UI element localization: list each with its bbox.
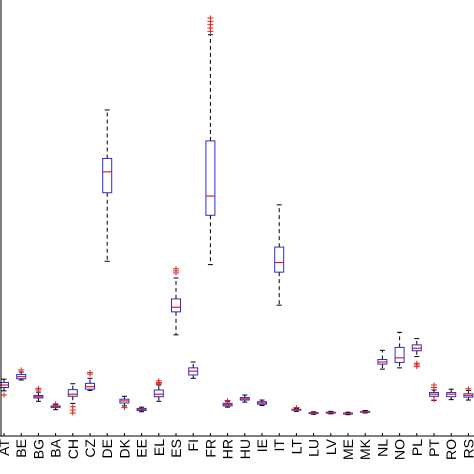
x-tick-label: EL (151, 439, 167, 456)
box-rs (463, 386, 474, 401)
box-cz (85, 369, 95, 391)
box-lu (308, 411, 319, 415)
box-ba (50, 401, 61, 411)
outlier-marker (87, 369, 93, 375)
box-iqr (274, 246, 285, 273)
x-tick-label: RO (443, 439, 459, 460)
x-tick-label: LV (323, 438, 339, 455)
boxes-layer (0, 15, 474, 416)
box-no (394, 331, 405, 369)
outlier-marker (69, 404, 76, 410)
box-de (102, 109, 113, 262)
box-iqr (67, 389, 78, 397)
outlier-marker (52, 401, 59, 407)
x-tick-label: BE (13, 439, 29, 458)
outlier-marker (224, 397, 231, 403)
box-hr (222, 397, 233, 408)
box-iqr (205, 140, 216, 216)
x-tick-label: HU (237, 439, 253, 459)
box-bg (33, 385, 44, 402)
box-be (16, 367, 27, 381)
box-at (0, 378, 9, 398)
x-tick-label: FR (202, 439, 218, 458)
tick-labels-layer: AT BE BG BA CH CZ DE DK EE EL ES FI FR HR HU IE IT LT LU LV… (0, 433, 474, 460)
x-tick-label: PT (426, 439, 442, 457)
x-tick-label: IE (254, 439, 270, 452)
box-pl (411, 338, 422, 370)
box-es (171, 266, 181, 336)
x-tick-label: HR (220, 439, 236, 459)
box-iqr (171, 298, 181, 313)
box-dk (119, 395, 130, 411)
box-pt (429, 382, 439, 403)
box-ch (67, 383, 78, 416)
x-tick-label: BA (48, 438, 64, 457)
x-tick-label: DE (99, 439, 115, 458)
outlier-marker (207, 15, 214, 21)
outlier-marker (431, 397, 437, 403)
outlier-marker (1, 392, 7, 398)
outlier-marker (293, 405, 300, 411)
box-it (274, 204, 285, 306)
x-tick-label: DK (116, 438, 132, 458)
x-tick-label: BG (30, 439, 46, 459)
box-el (153, 378, 164, 402)
axes-layer (0, 0, 474, 437)
x-tick-label: FI (185, 439, 201, 451)
outlier-marker (173, 266, 179, 272)
x-tick-label: NO (392, 439, 408, 460)
box-iqr (102, 157, 113, 194)
x-tick-label: PL (409, 439, 425, 456)
box-me (343, 411, 353, 416)
box-lv (325, 410, 336, 415)
x-tick-label: NL (374, 439, 390, 457)
outlier-marker (155, 378, 162, 384)
box-nl (377, 349, 388, 370)
x-tick-label: IT (271, 439, 287, 452)
box-ro (446, 388, 457, 401)
outlier-marker (431, 382, 437, 388)
x-tick-label: CZ (82, 439, 98, 458)
box-ie (257, 399, 267, 406)
box-lt (291, 405, 302, 412)
x-tick-label: LT (288, 439, 304, 455)
outlier-marker (413, 360, 420, 366)
x-tick-label: AT (0, 439, 12, 456)
x-tick-label: MK (357, 438, 373, 460)
x-tick-label: ES (168, 439, 184, 458)
outlier-marker (35, 385, 42, 391)
x-tick-label: LU (306, 439, 322, 457)
outlier-marker (18, 367, 25, 373)
box-fr (205, 15, 216, 266)
x-tick-label: CH (65, 439, 81, 459)
x-tick-label: ME (340, 439, 356, 460)
x-tick-label: EE (134, 439, 150, 458)
outlier-marker (465, 386, 472, 392)
outlier-marker (121, 405, 128, 411)
box-fi (188, 361, 199, 379)
box-iqr (153, 389, 164, 398)
box-mk (360, 410, 371, 414)
box-hu (239, 394, 250, 403)
x-tick-label: RS (460, 439, 474, 458)
box-ee (136, 406, 147, 413)
box-iqr (394, 346, 405, 363)
